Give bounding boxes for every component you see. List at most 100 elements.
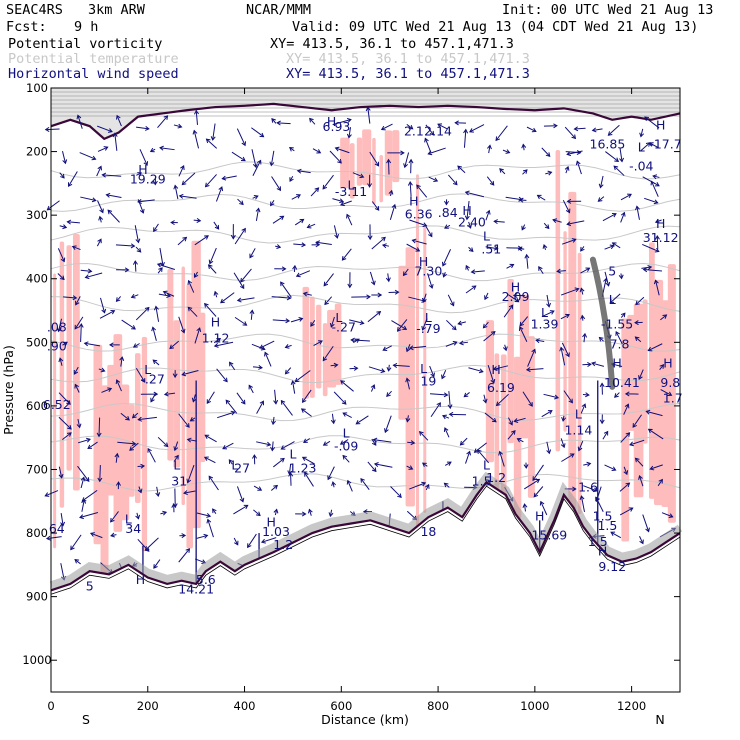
wind-vector (74, 384, 80, 393)
wind-vector-head (561, 417, 567, 422)
wind-vector-head (221, 175, 227, 181)
pv-streak-0-2 (66, 245, 72, 471)
wind-vector (604, 245, 614, 250)
wind-vector (332, 119, 352, 126)
wind-vector (583, 485, 598, 492)
wind-vector (422, 293, 427, 303)
wind-vector-head (566, 221, 572, 227)
wind-vector-head (579, 495, 585, 501)
pv-streak-8-3 (642, 299, 648, 444)
wind-vector (519, 316, 529, 327)
wind-vector (620, 193, 632, 201)
wind-vector-head (60, 173, 65, 179)
wind-vector-head (191, 397, 197, 403)
wind-vector (234, 228, 246, 245)
wind-vector-head (571, 134, 577, 140)
wind-vector (488, 145, 491, 154)
wind-vector (591, 362, 605, 367)
wind-vector-head (289, 177, 294, 183)
wind-vector-head (125, 415, 130, 421)
wind-vector-head (139, 208, 145, 214)
wind-vector (458, 321, 467, 325)
wind-vector (635, 457, 644, 467)
wind-vector-head (183, 490, 188, 496)
wind-vector (150, 392, 157, 402)
wind-vector-head (668, 513, 674, 519)
wind-vector (629, 439, 645, 446)
wind-vector-head (270, 201, 275, 207)
wind-vector-head (619, 157, 625, 163)
wind-vector (285, 344, 292, 348)
wind-vector-head (79, 514, 84, 520)
wind-vector-head (505, 149, 511, 154)
wind-vector-head (346, 117, 352, 123)
wind-vector-head (273, 484, 279, 490)
wind-vector (527, 349, 536, 367)
wind-vector (296, 270, 311, 277)
wind-vector-head (208, 259, 214, 265)
wind-vector (63, 296, 77, 299)
wind-vector-head (517, 246, 523, 252)
pv-streak-5-2 (415, 174, 420, 535)
wind-vector-head (100, 367, 106, 373)
wind-vector (371, 201, 380, 211)
wind-vector-head (307, 508, 313, 514)
wind-vector-head (607, 131, 613, 136)
wind-vector (231, 151, 246, 162)
wind-vector (134, 261, 137, 272)
y-tick-label: 500 (26, 335, 48, 349)
wind-vector-head (452, 340, 458, 346)
wind-vector (519, 326, 528, 342)
wind-vector-head (155, 492, 161, 498)
wind-vector-head (290, 380, 296, 385)
wind-vector-head (598, 336, 604, 342)
wind-vector (80, 196, 96, 201)
wind-vector-head (230, 234, 236, 240)
wind-vector (58, 392, 71, 405)
wind-vector-head (273, 399, 279, 405)
wind-vector (251, 149, 257, 168)
wind-vector (526, 368, 544, 371)
wind-vector-head (154, 305, 159, 311)
wind-vector-head (642, 267, 648, 273)
wind-vector (137, 199, 155, 203)
extrema-labels: H14.215.6H1.031.2L27L31L3464L1.23L-.09L-… (43, 114, 683, 596)
wind-vector-head (220, 298, 225, 304)
wind-vector-head (137, 488, 143, 494)
wind-vector-head (647, 346, 653, 352)
wind-vector-head (207, 264, 213, 270)
wind-vector (271, 176, 281, 191)
wind-vector-head (71, 245, 77, 251)
wind-vector (285, 367, 292, 375)
plot-frame (50, 87, 681, 693)
wind-vector-head (620, 211, 626, 217)
wind-vector (294, 219, 304, 226)
wind-vector-head (276, 186, 282, 192)
wind-vector (330, 364, 338, 367)
wind-vector-head (421, 462, 427, 467)
x-axis-title: Distance (km) (321, 712, 409, 727)
wind-vector (526, 126, 537, 132)
pv-streak-5-3 (423, 226, 427, 513)
wind-vector-head (374, 161, 380, 167)
wind-vector (188, 280, 195, 293)
extremum-label: L (420, 361, 427, 376)
extremum-label: 6.36 (405, 206, 433, 221)
wind-vector (294, 370, 311, 383)
wind-vector (639, 536, 644, 544)
wind-vector (187, 306, 198, 317)
wind-vector-head (394, 289, 400, 295)
wind-vector (291, 194, 301, 200)
wind-vector (302, 389, 312, 403)
wind-vector-head (402, 271, 408, 277)
wind-vector (252, 366, 263, 369)
wind-vector (323, 440, 331, 446)
wind-vector (281, 441, 295, 450)
wind-vector (132, 412, 139, 419)
wind-vector (322, 174, 334, 190)
wind-vector-head (528, 402, 533, 407)
wind-vector-head (115, 379, 121, 385)
wind-vector-head (140, 463, 146, 469)
wind-vector-head (490, 378, 496, 384)
wind-vector (205, 174, 217, 188)
